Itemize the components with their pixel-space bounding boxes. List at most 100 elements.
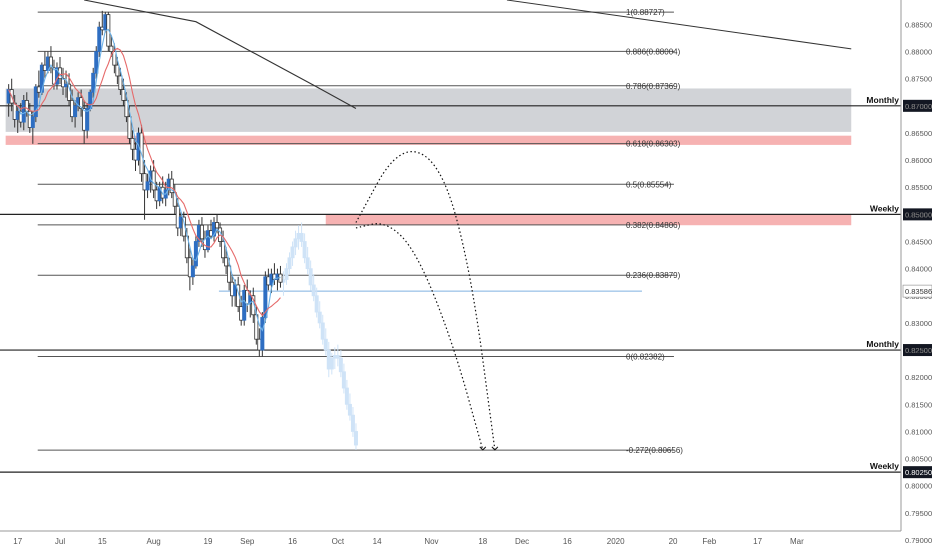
slow-ma-line <box>8 47 281 317</box>
key-level-label: Weekly <box>870 461 899 471</box>
candle-body <box>224 257 229 267</box>
candle-body <box>193 241 198 267</box>
candle-body <box>85 108 90 131</box>
candle-body <box>251 295 256 316</box>
ghost-candle <box>350 414 355 432</box>
fast-ma-line <box>8 28 281 332</box>
y-tick-label: 0.84000 <box>905 265 932 274</box>
price-tag-label: 0.80250 <box>905 468 932 477</box>
candle-body <box>260 317 265 351</box>
x-tick-label: Nov <box>424 537 438 546</box>
y-tick-label: 0.88000 <box>905 48 932 57</box>
x-tick-label: 2020 <box>607 537 625 546</box>
arrow-head <box>491 446 499 451</box>
price-tag <box>903 208 932 221</box>
candle-body <box>109 45 114 52</box>
y-tick-label: 0.81500 <box>905 400 932 409</box>
ghost-candle <box>341 371 346 389</box>
key-level-label: Monthly <box>866 339 899 349</box>
candle-body <box>91 72 96 93</box>
x-tick-label: Jul <box>55 537 65 546</box>
price-tag-label: 0.85000 <box>905 210 932 219</box>
candle-body <box>215 222 220 229</box>
y-tick-label: 0.86500 <box>905 129 932 138</box>
x-tick-label: Mar <box>790 537 804 546</box>
x-tick-label: Feb <box>702 537 716 546</box>
x-tick-label: Sep <box>240 537 255 546</box>
candle-body <box>151 170 156 191</box>
key-level-label: Weekly <box>870 203 899 213</box>
x-tick-label: 17 <box>753 537 762 546</box>
ghost-candle <box>320 322 325 340</box>
trendline <box>506 0 852 50</box>
y-tick-label: 0.80500 <box>905 455 932 464</box>
ghost-candle <box>347 403 352 416</box>
current-price-tag <box>902 284 932 298</box>
y-tick-label: 0.88500 <box>905 20 932 29</box>
y-tick-label: 0.83000 <box>905 319 932 328</box>
ghost-candle <box>290 246 295 259</box>
ghost-candle <box>317 311 322 324</box>
x-tick-label: 15 <box>98 537 107 546</box>
x-tick-label: 18 <box>478 537 487 546</box>
y-tick-label: 0.82500 <box>905 346 932 355</box>
y-tick-label: 0.80000 <box>905 482 932 491</box>
y-tick-label: 0.86000 <box>905 156 932 165</box>
candle-body <box>124 100 129 118</box>
y-tick-label: 0.79000 <box>905 536 932 545</box>
candle-body <box>227 265 232 283</box>
candle-body <box>190 265 195 278</box>
long-ma-line <box>84 0 357 110</box>
candle-body <box>48 56 53 69</box>
candle-body <box>242 289 247 321</box>
ghost-candle <box>302 241 307 259</box>
candle-body <box>169 178 174 194</box>
candle-body <box>263 276 268 318</box>
price-tag <box>903 466 932 479</box>
candle-body <box>115 64 120 77</box>
ghost-candle <box>308 268 313 286</box>
candle-body <box>112 51 117 66</box>
ghost-candle <box>353 431 358 446</box>
fib-label: 0.5(0.85554) <box>626 180 672 189</box>
x-tick-label: 16 <box>288 537 297 546</box>
projection-arc <box>355 151 496 450</box>
candle-body <box>199 224 204 240</box>
fib-label: 0.382(0.84806) <box>626 221 681 230</box>
weekly-resistance-zone <box>325 214 852 226</box>
ghost-candle <box>287 257 292 270</box>
ghost-candle <box>314 295 319 313</box>
fib-label: 0.236(0.83879) <box>626 271 681 280</box>
ghost-candle <box>323 338 328 351</box>
fib-label: 0(0.82382) <box>626 352 665 361</box>
candle-body <box>94 51 99 74</box>
candle-body <box>33 86 38 118</box>
ghost-candle <box>293 238 298 248</box>
candle-body <box>79 97 84 109</box>
ghost-candle <box>284 268 289 280</box>
ghost-candle <box>329 357 334 370</box>
golden-zone <box>5 135 852 145</box>
candle-body <box>118 75 123 90</box>
y-tick-label: 0.85500 <box>905 183 932 192</box>
projection-arc <box>355 223 484 451</box>
y-tick-label: 0.87000 <box>905 102 932 111</box>
ghost-candle <box>299 232 304 242</box>
candle-body <box>145 181 150 191</box>
arrow-head <box>479 446 487 451</box>
ghost-candle <box>311 284 316 297</box>
candle-body <box>121 89 126 101</box>
price-tag <box>903 344 932 357</box>
candle-body <box>73 105 78 118</box>
price-tag-label: 0.82500 <box>905 346 932 355</box>
ghost-candle <box>305 257 310 270</box>
candle-body <box>212 222 217 237</box>
x-tick-label: 16 <box>563 537 572 546</box>
x-tick-label: 14 <box>373 537 382 546</box>
x-tick-label: Oct <box>332 537 345 546</box>
y-tick-label: 0.82000 <box>905 373 932 382</box>
x-tick-label: Aug <box>147 537 161 546</box>
ghost-candle <box>338 357 343 373</box>
candle-body <box>58 67 63 80</box>
candle-body <box>130 137 135 150</box>
